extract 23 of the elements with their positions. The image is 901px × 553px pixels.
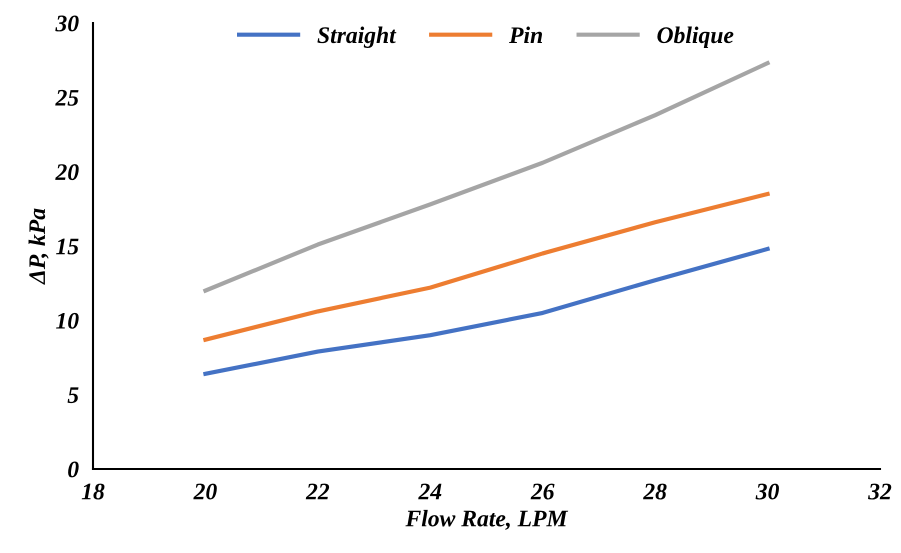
y-tick-label: 10 — [56, 312, 79, 329]
x-tick-label: 18 — [82, 484, 104, 500]
line-series — [203, 61, 770, 293]
x-tick-label: 22 — [306, 484, 330, 500]
y-tick-label: 15 — [56, 238, 78, 254]
y-axis-title: ΔP, kPa — [28, 208, 49, 285]
y-tick-label: 20 — [55, 164, 79, 180]
x-tick-label: 28 — [643, 484, 667, 500]
line-series — [203, 246, 770, 376]
y-tick-label: 0 — [68, 461, 79, 478]
x-axis-title: Flow Rate, LPM — [405, 510, 568, 530]
x-tick-label: 26 — [530, 484, 555, 500]
legend-label: Pin — [509, 26, 542, 43]
legend-label: Oblique — [657, 26, 734, 48]
y-tick-label: 5 — [68, 387, 78, 404]
x-tick-label: 32 — [868, 484, 892, 500]
y-tick-label: 25 — [55, 90, 78, 106]
x-tick-label: 24 — [418, 484, 442, 500]
line-series — [203, 192, 770, 342]
legend-label: Straight — [317, 26, 396, 48]
x-tick-label: 20 — [193, 484, 217, 500]
x-tick-label: 30 — [756, 484, 779, 500]
y-tick-label: 30 — [55, 15, 79, 32]
